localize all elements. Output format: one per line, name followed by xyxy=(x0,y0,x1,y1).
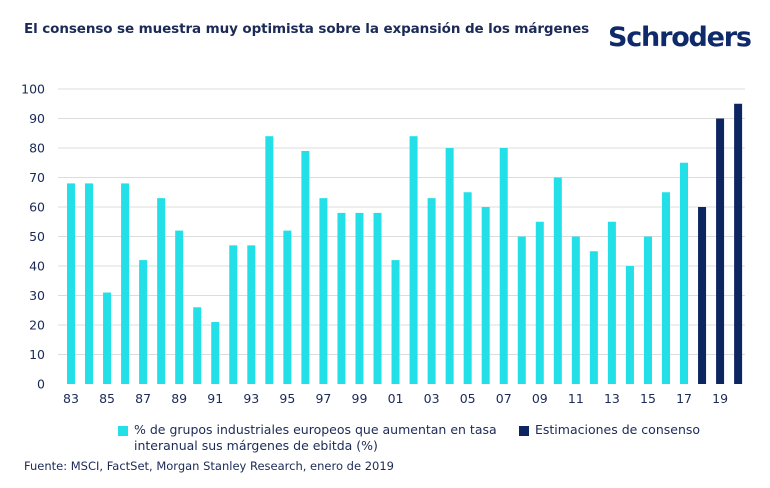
x-tick-label: 87 xyxy=(135,391,151,406)
bar-series1-15 xyxy=(643,236,652,384)
bar-series2-20 xyxy=(734,103,743,384)
x-tick-label: 93 xyxy=(243,391,259,406)
y-tick-label: 30 xyxy=(29,288,45,303)
x-tick-label: 97 xyxy=(315,391,331,406)
x-tick-label: 17 xyxy=(676,391,692,406)
bar-series1-07 xyxy=(499,148,508,384)
bar-series1-13 xyxy=(607,221,616,384)
y-tick-label: 80 xyxy=(29,141,45,156)
bar-series1-83 xyxy=(67,183,75,384)
x-tick-label: 85 xyxy=(99,391,115,406)
y-tick-label: 10 xyxy=(29,347,45,362)
bar-series1-97 xyxy=(319,198,328,384)
bar-series1-90 xyxy=(193,307,202,384)
bar-series1-95 xyxy=(283,230,292,384)
legend-swatch-series1 xyxy=(118,426,128,436)
bar-series1-05 xyxy=(463,192,472,384)
x-axis-ticks: 83 85 87 89 91 93 95 97 99 01 03 05 07 09 11 13 15 17 19 xyxy=(63,391,728,406)
y-tick-label: 60 xyxy=(29,200,45,215)
bar-series1-06 xyxy=(481,207,490,384)
chart-title: El consenso se muestra muy optimista sob… xyxy=(24,21,590,37)
x-tick-label: 83 xyxy=(63,391,79,406)
bar-series1-12 xyxy=(589,251,598,384)
x-tick-label: 07 xyxy=(496,391,512,406)
bar-series1-10 xyxy=(553,177,562,384)
bar-series1-98 xyxy=(337,212,346,384)
bar-series1-93 xyxy=(247,245,256,384)
bar-series1-99 xyxy=(355,212,364,384)
x-tick-label: 03 xyxy=(424,391,440,406)
bar-series1-16 xyxy=(661,192,670,384)
x-tick-label: 13 xyxy=(604,391,620,406)
bar-series1-00 xyxy=(373,212,382,384)
y-tick-label: 20 xyxy=(29,318,45,333)
bar-series1-02 xyxy=(409,136,418,384)
x-tick-label: 09 xyxy=(532,391,548,406)
x-tick-label: 05 xyxy=(460,391,476,406)
x-tick-label: 15 xyxy=(640,391,656,406)
bar-series2-18 xyxy=(698,207,707,384)
bar-series1-11 xyxy=(571,236,580,384)
bar-series1-94 xyxy=(265,136,274,384)
bar-series1-01 xyxy=(391,260,400,384)
bar-series1-92 xyxy=(229,245,238,384)
y-axis-ticks: 0 10 20 30 40 50 60 70 80 90 100 xyxy=(21,82,45,392)
source-note: Fuente: MSCI, FactSet, Morgan Stanley Re… xyxy=(24,459,394,473)
y-tick-label: 100 xyxy=(21,82,45,97)
y-tick-label: 40 xyxy=(29,259,45,274)
x-tick-label: 19 xyxy=(712,391,728,406)
bar-series1-91 xyxy=(211,322,220,384)
bar-series1-14 xyxy=(625,266,634,384)
bar-series1-08 xyxy=(517,236,526,384)
bar-series1-86 xyxy=(121,183,130,384)
bar-series1-87 xyxy=(139,260,148,384)
bar-series1-17 xyxy=(680,162,689,384)
bar-series1-09 xyxy=(535,221,544,384)
bars xyxy=(67,103,743,384)
bar-series1-03 xyxy=(427,198,436,384)
schroders-logo: Schroders xyxy=(608,22,752,53)
x-tick-label: 11 xyxy=(568,391,584,406)
legend-label-series1-line1: % de grupos industriales europeos que au… xyxy=(134,422,497,437)
y-tick-label: 70 xyxy=(29,170,45,185)
x-tick-label: 99 xyxy=(352,391,368,406)
y-tick-label: 90 xyxy=(29,111,45,126)
legend-swatch-series2 xyxy=(519,426,529,436)
bar-series1-96 xyxy=(301,150,310,384)
legend-label-series2: Estimaciones de consenso xyxy=(535,422,701,437)
y-tick-label: 50 xyxy=(29,229,45,244)
x-tick-label: 01 xyxy=(388,391,404,406)
bar-series1-89 xyxy=(175,230,184,384)
bar-series1-84 xyxy=(85,183,94,384)
x-tick-label: 91 xyxy=(207,391,223,406)
bar-series1-04 xyxy=(445,148,454,384)
bar-series1-85 xyxy=(103,292,112,384)
y-tick-label: 0 xyxy=(37,377,45,392)
legend-label-series1-line2: interanual sus márgenes de ebitda (%) xyxy=(134,438,378,453)
bar-series2-19 xyxy=(716,118,725,384)
x-tick-label: 89 xyxy=(171,391,187,406)
x-tick-label: 95 xyxy=(279,391,295,406)
bar-series1-88 xyxy=(157,198,166,384)
